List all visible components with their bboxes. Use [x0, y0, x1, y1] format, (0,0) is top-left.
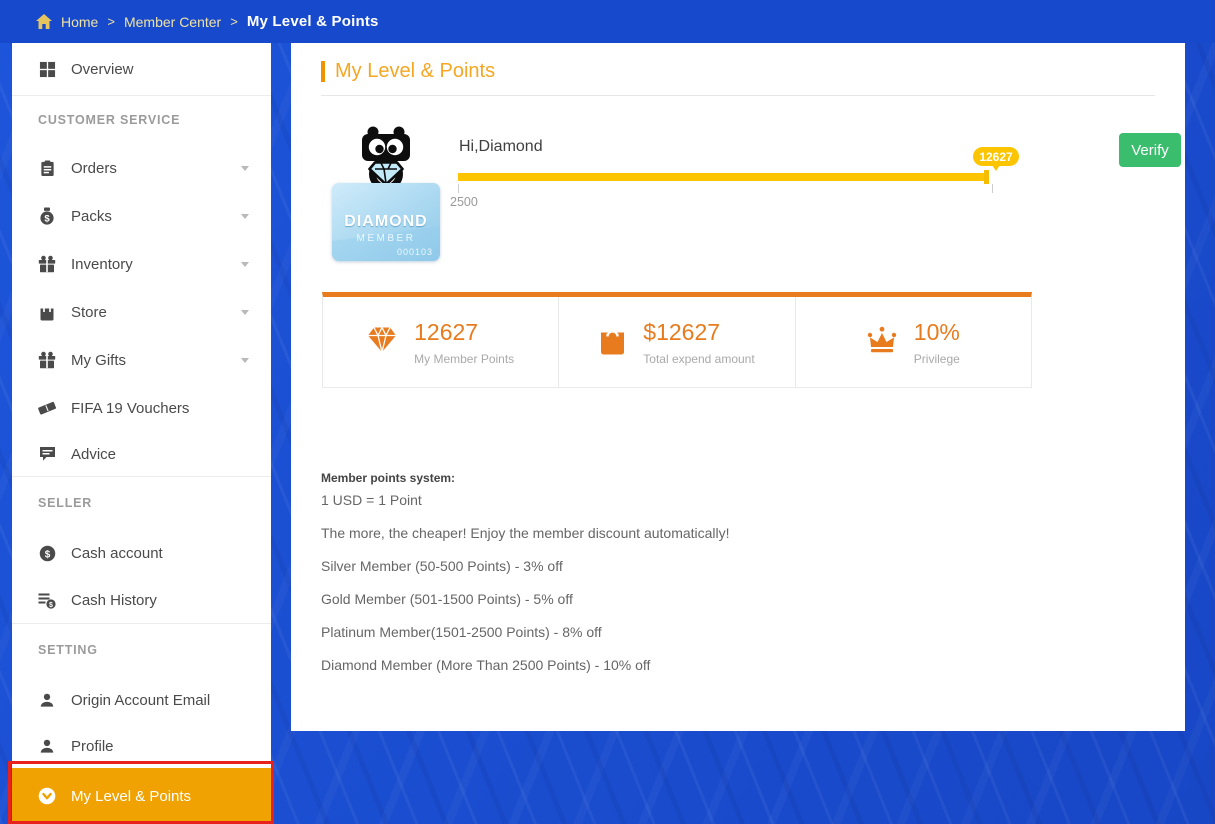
chevron-down-icon: [241, 213, 249, 219]
chat-icon: [38, 445, 56, 463]
home-icon[interactable]: [36, 14, 52, 29]
sidebar-section-customer-service: CUSTOMER SERVICE: [38, 113, 181, 127]
stat-value: $12627: [643, 318, 721, 345]
stat-label: Privilege: [913, 351, 960, 366]
points-info-line: Gold Member (501-1500 Points) - 5% off: [321, 591, 573, 607]
sidebar-item-label: Cash History: [71, 591, 157, 609]
divider: [321, 95, 1155, 96]
svg-text:$: $: [49, 601, 53, 608]
clipboard-icon: [38, 159, 56, 177]
sidebar-item-orders[interactable]: Orders: [12, 144, 271, 192]
grid-icon: [38, 60, 56, 78]
sidebar-item-label: Overview: [71, 60, 134, 78]
progress-end-marker: [984, 170, 989, 184]
sidebar-item-cash-account[interactable]: $ Cash account: [12, 529, 271, 577]
sidebar-item-label: Advice: [71, 445, 117, 463]
main-panel: My Level & Points DIAMOND MEMBER 000103 …: [291, 43, 1185, 731]
gift-icon: [38, 351, 56, 369]
gift-icon: [38, 255, 56, 273]
sidebar-item-packs[interactable]: $ Packs: [12, 192, 271, 240]
title-accent-bar: [321, 61, 325, 82]
progress-tick-start: [458, 184, 459, 193]
sidebar-item-my-level-points[interactable]: My Level & Points: [12, 768, 271, 824]
crown-icon: [867, 326, 897, 358]
stat-label: Total expend amount: [643, 351, 755, 366]
divider: [12, 623, 271, 624]
svg-text:$: $: [44, 549, 50, 560]
stat-total-expend: $12627 Total expend amount: [558, 297, 794, 387]
stats-panel: 12627 My Member Points $12627 Total expe…: [322, 292, 1032, 388]
points-info-heading: Member points system:: [321, 471, 456, 485]
sidebar-item-cash-history[interactable]: $ Cash History: [12, 577, 271, 623]
sidebar-item-profile[interactable]: Profile: [12, 724, 271, 768]
divider: [12, 95, 271, 96]
sidebar-item-my-gifts[interactable]: My Gifts: [12, 336, 271, 384]
sidebar-item-store[interactable]: Store: [12, 288, 271, 336]
breadcrumb: Home > Member Center > My Level & Points: [0, 0, 1215, 43]
chevron-down-icon: [241, 165, 249, 171]
breadcrumb-separator: >: [107, 14, 115, 29]
points-info-line: The more, the cheaper! Enjoy the member …: [321, 525, 730, 541]
member-card-tier: DIAMOND: [344, 213, 428, 230]
points-info-line: Diamond Member (More Than 2500 Points) -…: [321, 657, 651, 673]
stat-value: 12627: [414, 318, 479, 345]
ticket-icon: [38, 399, 56, 417]
page-title: My Level & Points: [321, 60, 495, 83]
sidebar-item-label: FIFA 19 Vouchers: [71, 399, 190, 417]
sidebar-item-fifa-19-vouchers[interactable]: FIFA 19 Vouchers: [12, 384, 271, 432]
person-icon: [38, 691, 56, 709]
points-badge: 12627: [973, 147, 1019, 171]
member-card-subtitle: MEMBER: [356, 233, 416, 244]
breadcrumb-member-center[interactable]: Member Center: [123, 13, 222, 30]
stat-member-points: 12627 My Member Points: [323, 297, 558, 387]
sidebar-item-origin-account-email[interactable]: Origin Account Email: [12, 676, 271, 724]
points-info: Member points system: 1 USD = 1 Point Th…: [321, 471, 730, 690]
sidebar-item-label: Origin Account Email: [71, 691, 211, 709]
sidebar-section-seller: SELLER: [38, 496, 93, 510]
divider: [12, 476, 271, 477]
sidebar-item-label: Orders: [71, 159, 117, 177]
sidebar-item-label: Store: [71, 303, 107, 321]
money-bag-icon: $: [38, 207, 56, 225]
chevron-circle-icon: [38, 787, 56, 805]
points-info-line: 1 USD = 1 Point: [321, 492, 422, 508]
sidebar-item-label: Profile: [71, 737, 114, 755]
breadcrumb-home[interactable]: Home: [61, 13, 99, 30]
sidebar-item-overview[interactable]: Overview: [12, 43, 271, 95]
person-icon: [38, 737, 56, 755]
greeting-text: Hi,Diamond: [459, 138, 543, 155]
points-info-line: Silver Member (50-500 Points) - 3% off: [321, 558, 563, 574]
chevron-down-icon: [241, 357, 249, 363]
sidebar-item-advice[interactable]: Advice: [12, 432, 271, 476]
points-progress-bar: [458, 173, 988, 181]
sidebar-section-setting: SETTING: [38, 643, 98, 657]
points-info-line: Platinum Member(1501-2500 Points) - 8% o…: [321, 624, 602, 640]
stat-value: 10%: [913, 318, 960, 345]
breadcrumb-separator: >: [230, 14, 238, 29]
chevron-down-icon: [241, 309, 249, 315]
shopping-bag-icon: [38, 303, 56, 321]
cash-list-icon: $: [38, 591, 56, 609]
diamond-icon: [367, 326, 397, 358]
sidebar-item-label: Packs: [71, 207, 112, 225]
progress-tick-end: [992, 184, 993, 193]
sidebar-item-label: My Gifts: [71, 351, 126, 369]
sidebar-item-label: Cash account: [71, 544, 163, 562]
member-card-number: 000103: [396, 247, 433, 257]
sidebar-item-label: My Level & Points: [71, 787, 192, 805]
member-card: DIAMOND MEMBER 000103: [332, 183, 440, 261]
stat-label: My Member Points: [414, 351, 515, 366]
chevron-down-icon: [241, 261, 249, 267]
sidebar-item-label: Inventory: [71, 255, 133, 273]
sidebar: Overview CUSTOMER SERVICE Orders $ Packs…: [12, 43, 271, 824]
svg-text:$: $: [44, 214, 50, 225]
dollar-circle-icon: $: [38, 544, 56, 562]
shopping-bag-icon: [599, 325, 626, 360]
verify-button[interactable]: Verify: [1119, 133, 1181, 167]
sidebar-item-inventory[interactable]: Inventory: [12, 240, 271, 288]
breadcrumb-current: My Level & Points: [246, 13, 379, 30]
progress-threshold-label: 2500: [450, 195, 478, 209]
stat-privilege: 10% Privilege: [794, 297, 1031, 387]
